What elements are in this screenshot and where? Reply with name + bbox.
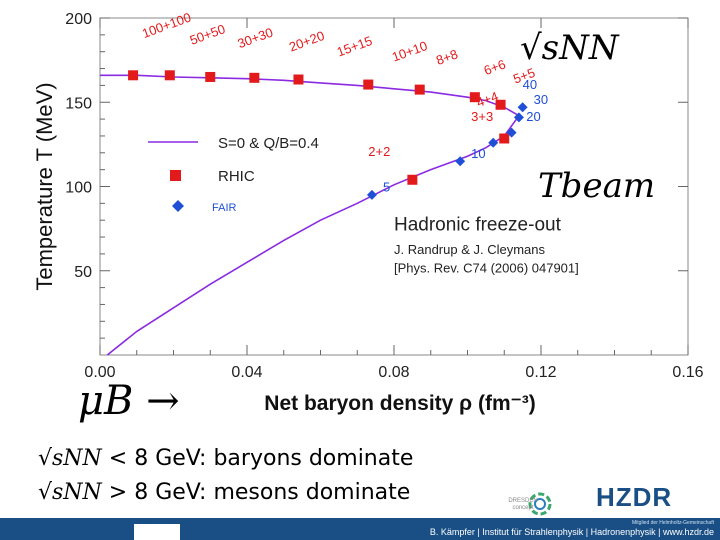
rhic-point xyxy=(164,70,175,81)
fair-point xyxy=(506,127,517,138)
legend-label: S=0 & Q/B=0.4 xyxy=(218,135,319,152)
x-axis-label: Net baryon density ρ (fm⁻³) xyxy=(264,392,535,415)
energy-label-fair: 20 xyxy=(526,109,540,124)
fair-point xyxy=(488,137,499,148)
energy-label-rhic: 5+5 xyxy=(511,65,537,87)
condition-text: > 8 GeV: mesons dominate xyxy=(101,480,411,505)
legend-label: RHIC xyxy=(218,168,255,185)
sqrt-snn-label: √sNN xyxy=(520,28,619,68)
x-tick-label: 0.08 xyxy=(378,364,409,381)
condition-baryons: √sNN < 8 GeV: baryons dominate xyxy=(38,446,413,471)
energy-label-rhic: 6+6 xyxy=(482,56,508,78)
energy-label-rhic: 10+10 xyxy=(390,38,429,65)
energy-label-rhic: 50+50 xyxy=(188,21,227,48)
rhic-point xyxy=(293,74,304,85)
y-tick-label: 50 xyxy=(74,264,92,281)
condition-text: < 8 GeV: baryons dominate xyxy=(101,446,414,471)
rhic-point xyxy=(128,70,139,81)
fair-point xyxy=(366,189,377,200)
energy-label-fair: 10 xyxy=(471,146,485,161)
freeze-out-curve-upper xyxy=(100,74,520,117)
rhic-point xyxy=(363,79,374,90)
sqrt-snn-prefix: √sNN xyxy=(38,446,102,471)
freeze-out-title: Hadronic freeze-out xyxy=(394,214,562,235)
legend-label: FAIR xyxy=(212,202,237,214)
legend-diamond-marker xyxy=(172,200,184,212)
energy-label-fair: 30 xyxy=(534,92,548,107)
footer-text: B. Kämpfer | Institut für Strahlenphysik… xyxy=(429,527,714,537)
x-tick-label: 0.16 xyxy=(672,364,703,381)
y-tick-label: 150 xyxy=(65,95,92,112)
energy-label-rhic: 20+20 xyxy=(287,28,326,55)
dresden-concept-text: DRESDEN concept xyxy=(508,498,538,511)
fair-point xyxy=(513,112,524,123)
rhic-point xyxy=(499,133,510,144)
t-beam-label: Tbeam xyxy=(538,166,656,206)
sqrt-snn-prefix: √sNN xyxy=(38,480,102,505)
x-tick-label: 0.12 xyxy=(525,364,556,381)
x-tick-label: 0.04 xyxy=(231,364,262,381)
reference-label: J. Randrup & J. Cleymans xyxy=(394,242,546,257)
mu-b-label: μB → xyxy=(78,378,180,424)
helmholtz-label: Mitglied der Helmholtz-Gemeinschaft xyxy=(632,520,714,526)
rhic-point xyxy=(414,84,425,95)
footer-white-block xyxy=(134,524,180,540)
condition-mesons: √sNN > 8 GeV: mesons dominate xyxy=(38,480,410,505)
rhic-point xyxy=(469,92,480,103)
rhic-point xyxy=(249,72,260,83)
energy-label-fair: 40 xyxy=(523,77,537,92)
y-tick-label: 100 xyxy=(65,180,92,197)
footer-bar xyxy=(0,518,720,540)
x-tick-label: 0.00 xyxy=(84,364,115,381)
energy-label-rhic: 100+100 xyxy=(140,10,193,42)
legend-square-marker xyxy=(170,170,181,181)
energy-label-rhic: 4+4 xyxy=(474,88,500,110)
freeze-out-curve-lower xyxy=(106,115,520,356)
energy-label-rhic: 2+2 xyxy=(368,144,390,159)
rhic-point xyxy=(407,174,418,185)
fair-point xyxy=(455,156,466,167)
energy-label-fair: 5 xyxy=(383,180,390,195)
energy-label-rhic: 15+15 xyxy=(335,33,374,60)
y-tick-label: 200 xyxy=(65,11,92,28)
rhic-point xyxy=(205,71,216,82)
rhic-point xyxy=(495,99,506,110)
energy-label-rhic: 30+30 xyxy=(236,25,275,52)
dresden-concept-logo: DRESDEN concept xyxy=(508,488,552,523)
y-axis-label: Temperature T (MeV) xyxy=(32,82,57,290)
dresden-ring-icon xyxy=(528,492,552,516)
energy-label-rhic: 8+8 xyxy=(434,46,460,68)
chart-svg: 0.00 0.04 0.08 0.12 0.16 50 100 150 200 Temperatu… xyxy=(32,10,704,415)
hzdr-logo: HZDR xyxy=(596,482,673,512)
reference-label: [Phys. Rev. C74 (2006) 047901] xyxy=(394,260,579,275)
energy-label-rhic: 3+3 xyxy=(471,109,493,124)
fair-point xyxy=(517,102,528,113)
